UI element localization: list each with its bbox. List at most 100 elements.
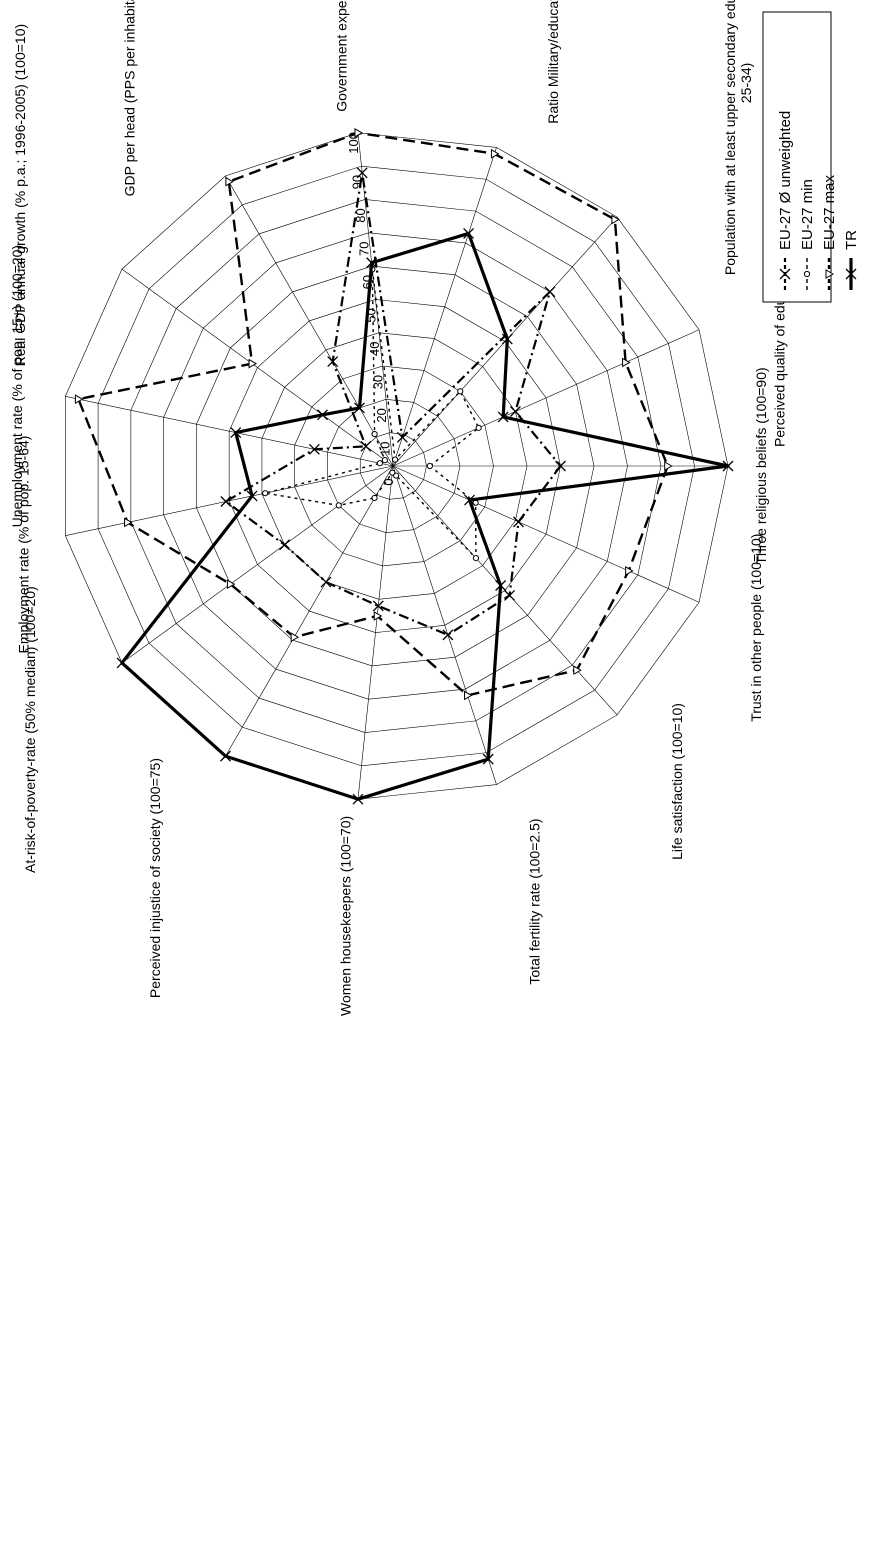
data-point-marker <box>722 460 734 472</box>
data-point-marker <box>664 461 673 471</box>
data-point-marker <box>290 632 300 643</box>
data-point-marker <box>825 269 835 279</box>
data-point-marker <box>389 469 396 476</box>
axis-spoke <box>121 268 394 467</box>
data-point-marker <box>381 456 388 464</box>
data-point-marker <box>220 750 231 762</box>
axis-label: Total fertility rate (100=2.5) <box>527 818 543 984</box>
axis-spoke <box>357 465 394 800</box>
tick-label: 20 <box>374 408 389 422</box>
data-point-marker <box>464 690 473 701</box>
axis-spoke <box>392 465 700 603</box>
axis-labels: Three religious beliefs (100=90)Trust in… <box>9 0 787 1016</box>
data-point-marker <box>317 409 328 421</box>
data-point-marker <box>509 406 521 417</box>
axis-spoke <box>225 465 394 757</box>
tick-label: 90 <box>349 175 364 189</box>
legend-label: EU-27 min <box>799 179 816 250</box>
data-point-marker <box>226 579 236 590</box>
data-point-marker <box>366 257 378 269</box>
axis-label: Employment rate (% of pop. 15-64) <box>16 436 32 654</box>
series-2 <box>74 127 673 701</box>
data-point-marker <box>472 555 480 562</box>
data-point-marker <box>354 127 363 138</box>
data-point-marker <box>457 388 464 395</box>
data-point-marker <box>396 431 408 443</box>
data-point-marker <box>803 270 811 278</box>
axis-label: Life satisfaction (100=10) <box>669 703 685 860</box>
data-point-marker <box>497 411 509 423</box>
grid-ring <box>327 399 461 533</box>
grid-ring <box>294 365 494 567</box>
data-point-marker <box>845 268 857 280</box>
axis-spoke <box>65 396 394 467</box>
series-0 <box>220 167 566 641</box>
legend-box <box>762 11 832 303</box>
data-point-marker <box>320 576 332 588</box>
data-point-marker <box>426 462 433 470</box>
data-point-marker <box>555 460 566 472</box>
data-point-marker <box>779 268 791 280</box>
grid-ring <box>359 432 427 500</box>
tick-label: 10 <box>377 441 392 455</box>
axis-label: Women housekeepers (100=70) <box>338 816 354 1016</box>
data-point-marker <box>475 424 482 431</box>
legend: EU-27 Ø unweighted EU-27 min EU-27 max TR <box>762 11 860 303</box>
tick-label: 70 <box>356 242 371 256</box>
axis-label: Ratio Military/educational expenditure (… <box>545 0 561 124</box>
data-point-marker <box>573 665 582 676</box>
axis-spoke <box>121 465 394 664</box>
data-point-marker <box>622 357 631 368</box>
tick-label: 0 <box>381 478 396 485</box>
data-point-marker <box>504 589 516 601</box>
data-point-marker <box>371 494 378 502</box>
series-1 <box>262 266 482 562</box>
data-point-marker <box>230 427 242 439</box>
data-point-marker <box>220 496 232 507</box>
data-point-marker <box>544 286 556 298</box>
data-point-marker <box>501 333 513 345</box>
data-point-marker <box>225 176 234 187</box>
tick-label: 40 <box>367 341 382 355</box>
grid-ring <box>65 132 729 800</box>
data-point-marker <box>463 227 475 239</box>
legend-label: TR <box>843 230 860 250</box>
tick-label: 30 <box>370 375 385 389</box>
data-point-marker <box>248 358 258 369</box>
axis-label: Perceived injustice of society (100=75) <box>147 758 163 998</box>
data-point-marker <box>625 566 634 576</box>
data-point-marker <box>513 516 524 528</box>
legend-label: EU-27 Ø unweighted <box>777 111 794 250</box>
data-point-marker <box>611 214 620 225</box>
axis-spoke <box>392 329 700 467</box>
data-point-marker <box>356 167 368 179</box>
series-line <box>264 268 480 559</box>
data-point-marker <box>327 356 339 368</box>
axis-label: Unemployment rate (% of pop. 15+) (100=2… <box>9 245 25 528</box>
data-point-marker <box>360 440 372 452</box>
data-point-marker <box>335 502 342 509</box>
series-3 <box>116 227 734 805</box>
series-line <box>120 231 730 801</box>
grid-ring <box>97 165 695 767</box>
grid-ring <box>163 232 628 700</box>
grid-ring <box>228 299 561 633</box>
data-point-marker <box>373 611 383 621</box>
axis-label: At-risk-of-poverty-rate (50% median) (10… <box>22 586 38 873</box>
data-point-marker <box>490 148 500 159</box>
axis-spoke <box>392 465 497 785</box>
data-point-marker <box>372 600 384 612</box>
data-point-marker <box>352 793 364 805</box>
data-series <box>74 127 734 805</box>
data-point-marker <box>124 517 133 528</box>
data-point-marker <box>442 629 454 641</box>
axis-label: Government expenditure (% GDP) (100=60) <box>333 0 349 112</box>
data-point-marker <box>74 394 84 404</box>
series-line <box>224 171 562 636</box>
tick-label: 100 <box>346 132 361 154</box>
data-point-marker <box>495 580 507 591</box>
axis-label: GDP per head (PPS per inhabitant; EU-27 … <box>121 0 137 196</box>
data-point-marker <box>308 443 320 455</box>
data-point-marker <box>262 490 269 497</box>
axis-label: Population with at least upper secondary… <box>722 0 754 275</box>
